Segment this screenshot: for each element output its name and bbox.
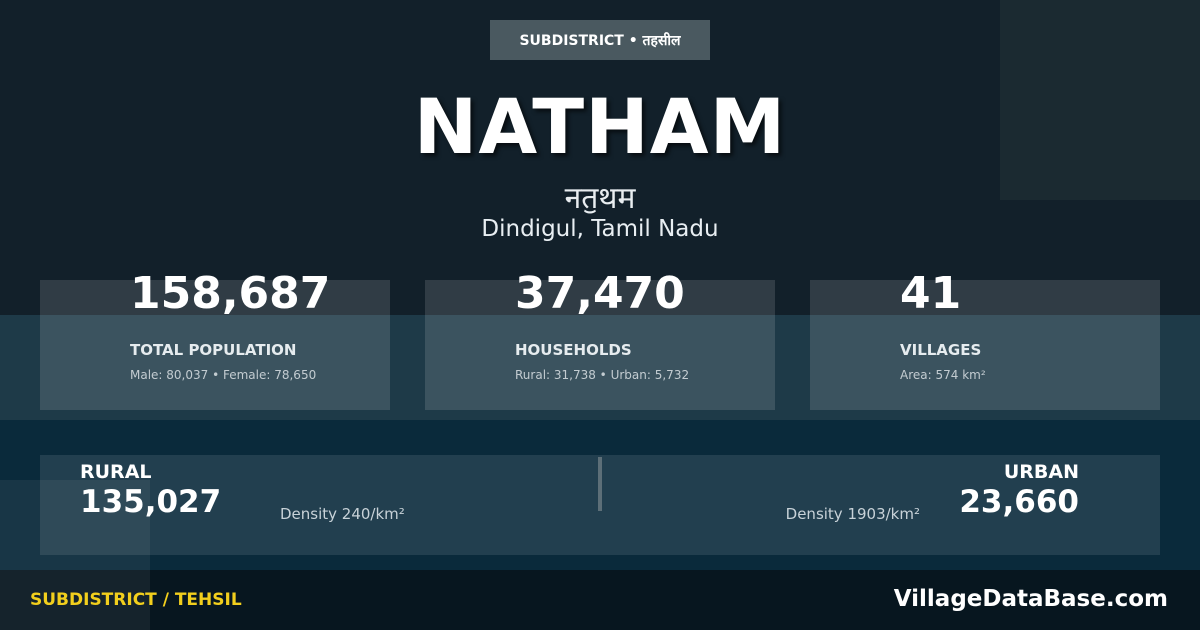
stat-detail: Rural: 31,738 • Urban: 5,732 xyxy=(515,368,690,382)
background-band xyxy=(0,315,1200,420)
location: Dindigul, Tamil Nadu xyxy=(481,216,719,242)
stat-detail: Area: 574 km² xyxy=(900,368,986,382)
stat-value: 158,687 xyxy=(130,268,331,319)
stat-label: TOTAL POPULATION xyxy=(130,341,297,359)
divider xyxy=(598,457,602,511)
stat-card-population: 158,687 TOTAL POPULATION Male: 80,037 • … xyxy=(40,268,390,410)
stat-detail: Male: 80,037 • Female: 78,650 xyxy=(130,368,317,382)
footer-category: SUBDISTRICT / TEHSIL xyxy=(30,590,242,610)
decorative-panel xyxy=(0,480,150,630)
urban-label: URBAN xyxy=(1003,461,1079,483)
rural-value: 135,027 xyxy=(80,484,222,520)
decorative-panel xyxy=(1000,0,1200,200)
stat-card-villages: 41 VILLAGES Area: 574 km² xyxy=(810,268,1160,410)
urban-density: Density 1903/km² xyxy=(785,505,920,523)
rural-label: RURAL xyxy=(80,461,152,483)
page-title: NATHAM xyxy=(413,82,787,171)
brand-link[interactable]: VillageDataBase.com xyxy=(893,586,1168,612)
title-hindi: नतॖथम xyxy=(564,181,636,216)
stat-label: VILLAGES xyxy=(900,341,982,359)
rural-density: Density 240/km² xyxy=(280,505,405,523)
stat-value: 41 xyxy=(900,268,962,319)
urban-value: 23,660 xyxy=(959,484,1079,520)
stat-card-households: 37,470 HOUSEHOLDS Rural: 31,738 • Urban:… xyxy=(425,268,775,410)
stat-label: HOUSEHOLDS xyxy=(515,341,632,359)
type-badge: SUBDISTRICT • तहसील xyxy=(490,20,710,60)
stat-value: 37,470 xyxy=(515,268,685,319)
footer-bar xyxy=(0,570,1200,630)
